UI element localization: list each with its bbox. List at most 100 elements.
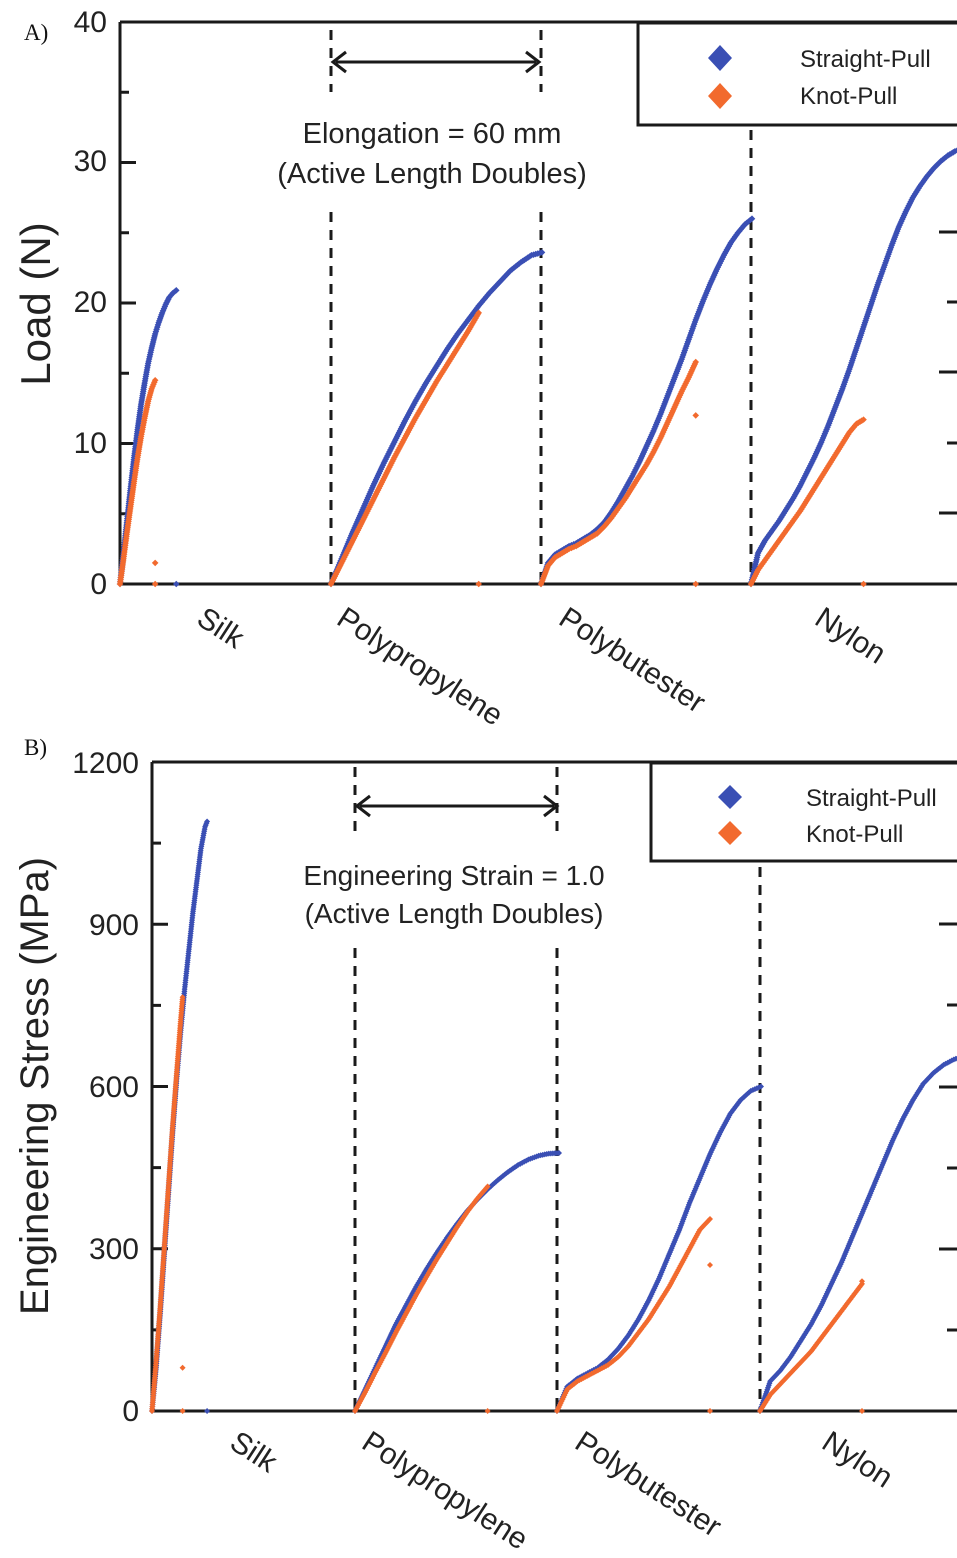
- panel-b-category-label: Polypropylene: [356, 1425, 533, 1556]
- straight-pull-point: [602, 516, 610, 524]
- panel-b-ytick-label: 1200: [72, 747, 139, 780]
- knot-pull-point: [778, 533, 786, 540]
- knot-pull-point: [151, 580, 159, 588]
- panel-a-ytick-label: 40: [74, 6, 107, 39]
- panel-a-category-label: Polybutester: [553, 601, 711, 720]
- straight-pull-point: [768, 527, 776, 534]
- knot-pull-point: [707, 1408, 713, 1414]
- straight-pull-point: [748, 215, 756, 222]
- knot-pull-point: [692, 412, 700, 419]
- knot-pull-point: [619, 498, 626, 506]
- knot-pull-point: [151, 376, 159, 384]
- panel-a-category-label: Nylon: [809, 601, 891, 670]
- panel-b-ytick-label: 300: [89, 1233, 139, 1266]
- knot-pull-point: [475, 309, 482, 317]
- panel-a-load-chart: A) 0 10 20 30 40 Load (N) Elongation = 6…: [12, 6, 957, 732]
- legend-straight-marker: [718, 785, 742, 809]
- legend-straight-label: Straight-Pull: [800, 46, 931, 73]
- knot-pull-point: [179, 1364, 186, 1371]
- panel-b-segment-dividers: [353, 767, 762, 1411]
- straight-pull-point: [764, 533, 772, 540]
- straight-pull-point: [556, 1150, 562, 1157]
- legend-knot-label: Knot-Pull: [800, 83, 897, 110]
- legend-straight-label: Straight-Pull: [806, 785, 937, 812]
- legend-knot-label: Knot-Pull: [806, 821, 903, 848]
- knot-pull-point: [774, 539, 782, 546]
- straight-pull-point: [481, 295, 489, 302]
- knot-pull-point: [692, 358, 700, 366]
- knot-pull-point: [692, 580, 700, 588]
- panel-b-annotation-line1: Engineering Strain = 1.0: [303, 860, 604, 891]
- panel-b-annotation-line2: (Active Length Doubles): [305, 898, 604, 929]
- legend-straight-marker: [708, 45, 732, 71]
- knot-pull-point: [615, 504, 622, 512]
- straight-pull-point: [954, 1055, 957, 1061]
- knot-pull-point: [860, 416, 867, 423]
- panel-b-ytick-label: 900: [89, 909, 139, 942]
- straight-pull-point: [204, 818, 211, 825]
- panel-b-category-label: Silk: [224, 1425, 283, 1480]
- panel-a-plot-data: [116, 147, 957, 588]
- straight-pull-point: [917, 181, 925, 188]
- knot-pull-point: [761, 556, 769, 564]
- knot-pull-point: [781, 529, 789, 536]
- knot-pull-point: [151, 559, 159, 567]
- panel-a-elongation-arrow: [330, 50, 542, 74]
- panel-a-right-ticks: [939, 230, 957, 515]
- straight-pull-point: [771, 523, 779, 530]
- legend-knot-marker: [708, 83, 732, 109]
- panel-a-ytick-label: 30: [74, 145, 107, 178]
- panel-a-category-label: Silk: [191, 601, 250, 656]
- knot-pull-point: [179, 994, 186, 1001]
- panel-a-category-label: Polypropylene: [331, 601, 508, 732]
- panel-a-ytick-label: 20: [74, 286, 107, 319]
- knot-pull-point: [475, 580, 482, 588]
- panel-a-label: A): [24, 20, 48, 45]
- panel-b-strain-arrow: [354, 794, 560, 818]
- straight-pull-point: [484, 291, 492, 299]
- straight-pull-point: [729, 237, 736, 244]
- knot-pull-point: [616, 502, 624, 510]
- straight-pull-point: [758, 1083, 764, 1090]
- panel-a-legend-box: [636, 21, 957, 127]
- knot-pull-point: [860, 580, 867, 588]
- knot-pull-point: [484, 1183, 491, 1190]
- panel-a-legend: Straight-Pull Knot-Pull: [636, 21, 957, 127]
- panel-b-right-ticks: [939, 922, 957, 1332]
- knot-pull-point: [859, 1278, 865, 1285]
- panel-a-annotation-line1: Elongation = 60 mm: [303, 118, 562, 150]
- knot-pull-point: [757, 562, 765, 570]
- panel-b-plot-data: [149, 818, 957, 1414]
- knot-pull-point: [484, 1408, 491, 1414]
- panel-a-annotation-line2: (Active Length Doubles): [277, 158, 587, 190]
- straight-pull-point: [954, 147, 957, 154]
- panel-b-ytick-label: 600: [89, 1071, 139, 1104]
- straight-pull-point: [482, 293, 490, 301]
- panel-b-legend: Straight-Pull Knot-Pull: [649, 761, 957, 863]
- panel-b-ytick-label: 0: [122, 1395, 139, 1428]
- panel-b-y-axis-title: Engineering Stress (MPa): [13, 857, 57, 1315]
- panel-b-category-label: Polybutester: [569, 1425, 727, 1544]
- straight-pull-point: [731, 233, 739, 240]
- panel-b-label: B): [24, 735, 47, 760]
- knot-pull-point: [612, 508, 619, 516]
- straight-pull-point: [538, 249, 546, 256]
- panel-b-stress-chart: B) 0 300 600 900 1200 Engineering Stress…: [13, 735, 957, 1556]
- panel-a-ytick-label: 0: [90, 568, 107, 601]
- panel-a-y-axis-title: Load (N): [12, 222, 59, 385]
- panel-a-ytick-label: 10: [74, 427, 107, 460]
- knot-pull-point: [179, 1408, 186, 1414]
- knot-pull-point: [859, 1408, 865, 1414]
- knot-pull-point: [707, 1261, 713, 1268]
- straight-pull-point: [172, 580, 180, 588]
- knot-pull-point: [764, 552, 772, 560]
- legend-knot-marker: [718, 821, 742, 845]
- panel-a-segment-dividers: [329, 30, 753, 584]
- panel-b-legend-box: [649, 761, 957, 863]
- knot-pull-point: [795, 509, 803, 517]
- knot-pull-point: [707, 1216, 713, 1223]
- straight-pull-point: [204, 1408, 211, 1414]
- straight-pull-point: [172, 287, 180, 294]
- panel-b-category-label: Nylon: [816, 1425, 898, 1494]
